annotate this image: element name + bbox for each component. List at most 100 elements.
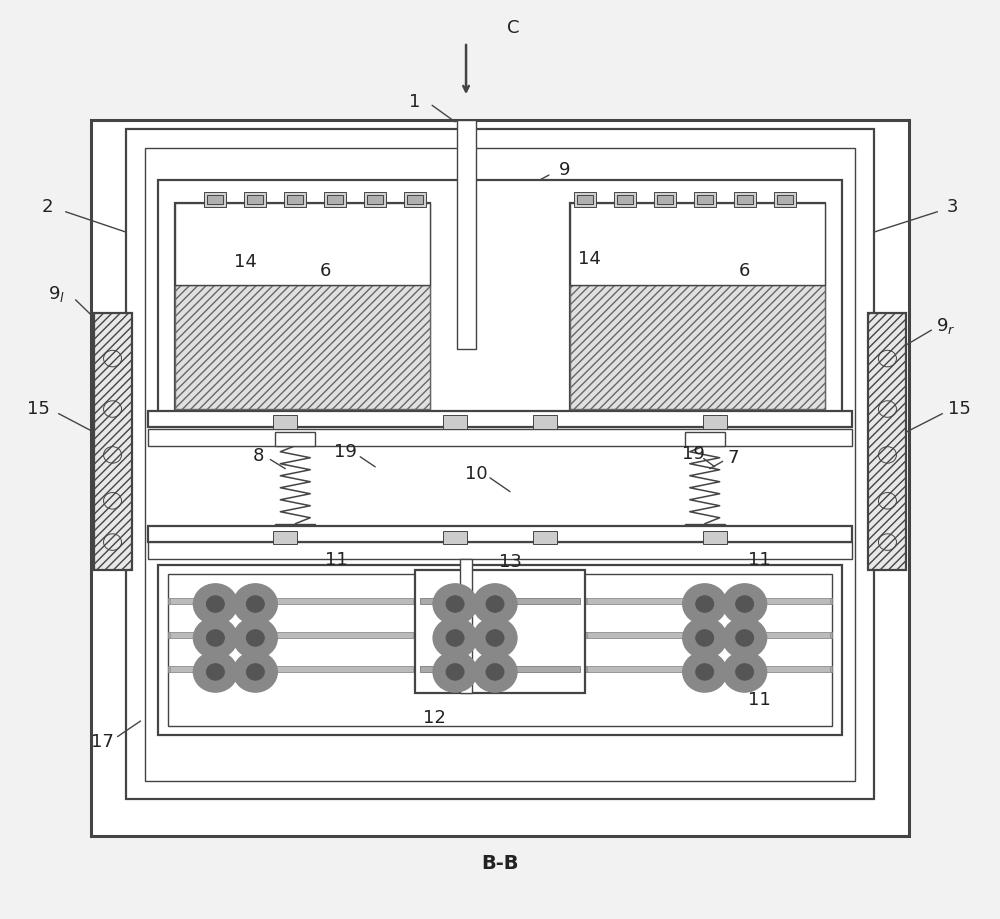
Bar [443,415,467,429]
Bar [533,415,557,429]
Text: 3: 3 [947,199,958,216]
Bar [654,192,676,207]
Bar [457,120,476,349]
Bar [703,415,727,429]
Bar [734,192,756,207]
Bar [94,312,132,570]
Bar [148,542,852,559]
Circle shape [433,584,477,624]
Circle shape [193,618,237,658]
Text: 11: 11 [325,551,348,570]
Text: 11: 11 [748,691,771,709]
Bar [247,195,263,204]
Text: 8: 8 [253,447,264,465]
Circle shape [473,584,517,624]
Circle shape [233,652,277,692]
Text: 7: 7 [728,448,739,467]
Text: 10: 10 [465,465,487,483]
Circle shape [246,630,264,646]
Circle shape [233,584,277,624]
Circle shape [696,630,714,646]
Text: 13: 13 [499,553,521,572]
Circle shape [193,584,237,624]
Bar [533,531,557,544]
Circle shape [486,630,504,646]
Bar [170,598,413,605]
Bar [364,192,386,207]
Text: 19: 19 [334,443,357,461]
Bar [868,312,906,570]
Bar [694,192,716,207]
Circle shape [683,618,727,658]
Bar [204,192,226,207]
Circle shape [736,630,754,646]
Circle shape [446,596,464,612]
Text: C: C [507,19,519,38]
Circle shape [736,596,754,612]
Circle shape [446,630,464,646]
Bar [420,598,580,605]
Circle shape [473,618,517,658]
Bar [577,195,593,204]
Circle shape [723,652,767,692]
Bar [570,202,825,285]
Bar [168,574,832,726]
Bar [175,202,430,285]
Circle shape [683,652,727,692]
Bar [737,195,753,204]
Circle shape [206,596,224,612]
Bar [685,524,725,538]
Bar [587,598,830,605]
Circle shape [193,652,237,692]
Text: 14: 14 [578,251,601,268]
Circle shape [433,618,477,658]
Bar [273,415,297,429]
Bar [614,192,636,207]
Bar [697,195,713,204]
Text: 9$_l$: 9$_l$ [48,284,65,304]
Bar [703,531,727,544]
Circle shape [486,596,504,612]
Bar [570,202,825,409]
Bar [287,195,303,204]
Text: 2: 2 [42,199,53,216]
Bar [168,666,832,673]
Bar [420,666,580,673]
Bar [443,531,467,544]
Bar [168,598,832,605]
Bar [460,559,472,694]
Bar [777,195,793,204]
Bar [657,195,673,204]
Bar [275,432,315,446]
Circle shape [736,664,754,680]
Text: 1: 1 [409,93,421,110]
Circle shape [446,664,464,680]
Bar [587,666,830,673]
Bar [175,285,430,409]
Bar [148,429,852,446]
Text: 9$_r$: 9$_r$ [936,316,955,336]
Text: 11: 11 [748,551,771,570]
Bar [170,666,413,673]
Text: 15: 15 [948,400,971,418]
Bar [273,531,297,544]
Circle shape [206,664,224,680]
Bar [145,148,855,780]
Bar [207,195,223,204]
Circle shape [206,630,224,646]
Circle shape [246,596,264,612]
Bar [404,192,426,207]
Bar [415,570,585,694]
Bar [170,632,413,639]
Bar [158,565,842,735]
Circle shape [723,618,767,658]
Bar [570,285,825,409]
Bar [126,130,874,799]
Circle shape [696,596,714,612]
Circle shape [683,584,727,624]
Bar [407,195,423,204]
Circle shape [246,664,264,680]
Text: 9: 9 [559,162,571,179]
Bar [91,120,909,835]
Bar [148,526,852,542]
